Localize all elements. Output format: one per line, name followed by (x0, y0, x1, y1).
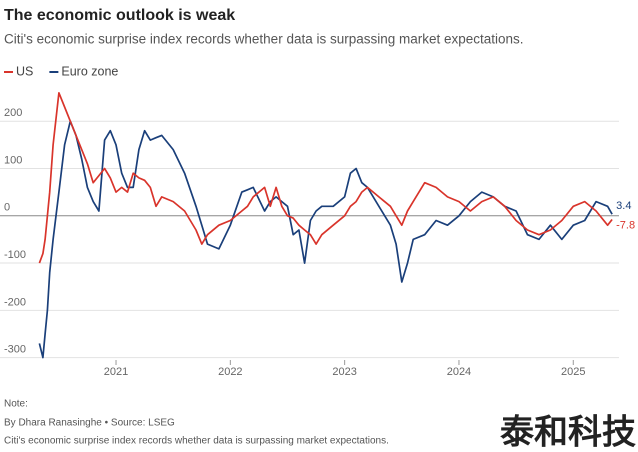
x-tick-label: 2025 (561, 366, 585, 378)
y-tick-label: 200 (4, 107, 22, 119)
chart-title: The economic outlook is weak (4, 7, 235, 24)
legend-label: Euro zone (61, 64, 118, 78)
chart-subtitle: Citi's economic surprise index records w… (4, 32, 524, 47)
note: Note: (4, 399, 28, 410)
footnote: Citi's economic surprise index records w… (4, 436, 389, 447)
y-tick-label: -200 (4, 296, 26, 308)
series-line (38, 91, 613, 264)
byline: By Dhara Ranasinghe • Source: LSEG (4, 418, 175, 429)
end-label: 3.4 (616, 200, 631, 212)
end-label: -7.8 (616, 219, 635, 231)
y-tick-label: -100 (4, 249, 26, 261)
x-tick-label: 2024 (447, 366, 471, 378)
y-tick-label: 100 (4, 154, 22, 166)
series-line (38, 120, 613, 359)
y-tick-label: 0 (4, 202, 10, 214)
y-tick-label: -300 (4, 344, 26, 356)
legend-label: US (16, 64, 33, 78)
watermark: 泰和科技 (500, 413, 636, 452)
x-tick-label: 2022 (218, 366, 242, 378)
x-tick-label: 2023 (332, 366, 356, 378)
x-tick-label: 2021 (104, 366, 128, 378)
